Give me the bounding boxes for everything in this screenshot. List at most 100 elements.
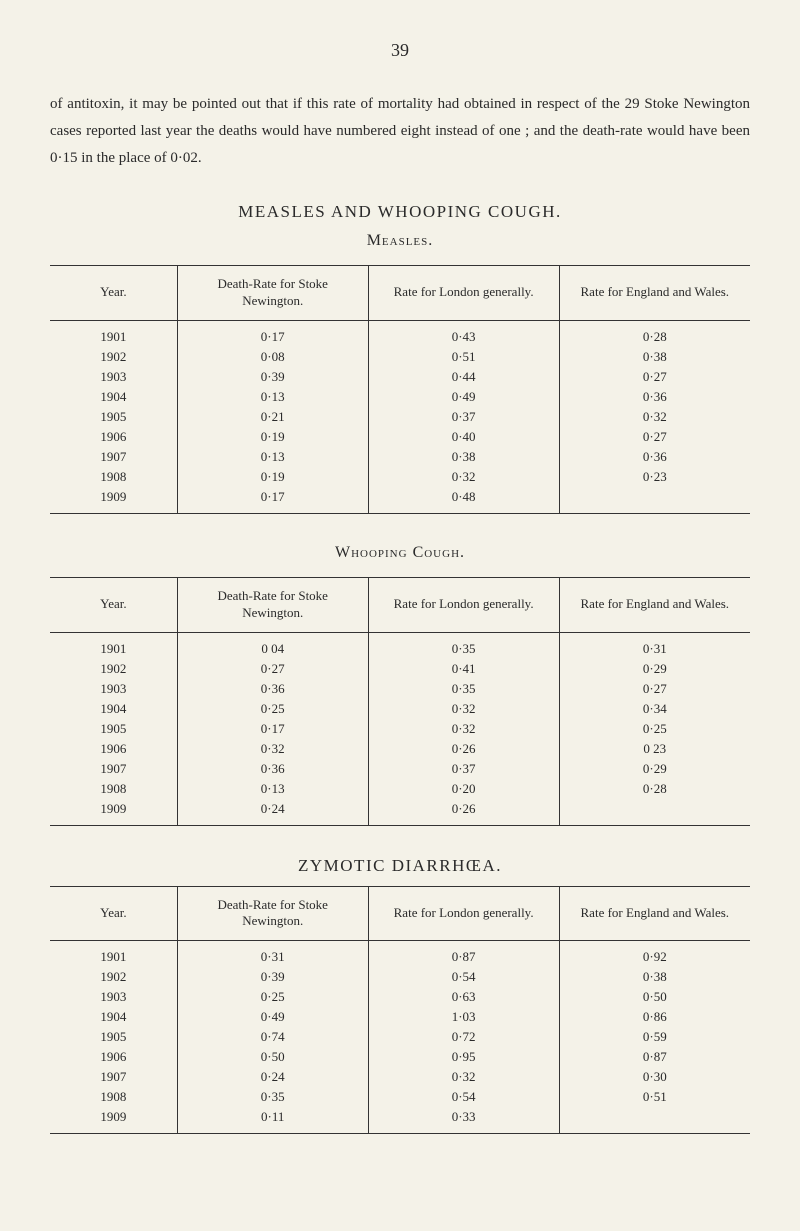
table-row: 1906 0·32 0·26 0 23 [50,739,750,759]
cell-england: 0·29 [559,759,750,779]
table-whooping: Year. Death-Rate for Stoke Newington. Ra… [50,577,750,826]
cell-year: 1901 [50,941,177,968]
cell-stoke: 0·36 [177,679,368,699]
cell-london: 0·26 [368,799,559,826]
cell-london: 0·33 [368,1107,559,1134]
section-title-zymotic: ZYMOTIC DIARRHŒA. [50,856,750,876]
cell-england: 0·27 [559,427,750,447]
cell-london: 0·32 [368,699,559,719]
cell-stoke: 0·31 [177,941,368,968]
intro-paragraph: of antitoxin, it may be pointed out that… [50,91,750,172]
table-row: 1908 0·19 0·32 0·23 [50,467,750,487]
table-row: 1904 0·49 1·03 0·86 [50,1007,750,1027]
cell-england: 0·29 [559,659,750,679]
table-row: 1908 0·13 0·20 0·28 [50,779,750,799]
cell-stoke: 0·13 [177,447,368,467]
cell-year: 1909 [50,1107,177,1134]
cell-year: 1903 [50,679,177,699]
subtitle-whooping: Whooping Cough. [50,544,750,562]
cell-london: 0·32 [368,1067,559,1087]
th-year: Year. [50,266,177,321]
table-row: 1906 0·50 0·95 0·87 [50,1047,750,1067]
cell-england: 0·27 [559,679,750,699]
th-england: Rate for England and Wales. [559,266,750,321]
cell-england: 0·50 [559,987,750,1007]
cell-year: 1902 [50,967,177,987]
cell-stoke: 0·35 [177,1087,368,1107]
table-row: 1908 0·35 0·54 0·51 [50,1087,750,1107]
cell-year: 1902 [50,659,177,679]
cell-london: 0·49 [368,387,559,407]
cell-stoke: 0·24 [177,1067,368,1087]
cell-london: 0·26 [368,739,559,759]
table-row: 1907 0·13 0·38 0·36 [50,447,750,467]
cell-england: 0·86 [559,1007,750,1027]
cell-london: 0·35 [368,679,559,699]
cell-year: 1908 [50,467,177,487]
th-england: Rate for England and Wales. [559,577,750,632]
cell-year: 1905 [50,407,177,427]
table-row: 1905 0·74 0·72 0·59 [50,1027,750,1047]
cell-london: 0·63 [368,987,559,1007]
cell-london: 0·37 [368,407,559,427]
cell-england: 0·28 [559,320,750,347]
cell-england [559,1107,750,1134]
cell-london: 0·40 [368,427,559,447]
cell-england: 0·23 [559,467,750,487]
cell-england: 0·51 [559,1087,750,1107]
cell-stoke: 0·39 [177,967,368,987]
cell-year: 1902 [50,347,177,367]
cell-england: 0·28 [559,779,750,799]
cell-england: 0·32 [559,407,750,427]
cell-stoke: 0·27 [177,659,368,679]
table-row: 1901 0·17 0·43 0·28 [50,320,750,347]
table-row: 1907 0·36 0·37 0·29 [50,759,750,779]
cell-england: 0·38 [559,347,750,367]
cell-year: 1907 [50,1067,177,1087]
table-row: 1904 0·25 0·32 0·34 [50,699,750,719]
subtitle-measles: Measles. [50,232,750,250]
cell-england: 0·36 [559,447,750,467]
cell-england [559,799,750,826]
cell-london: 0·32 [368,467,559,487]
cell-stoke: 0·24 [177,799,368,826]
cell-year: 1906 [50,427,177,447]
table-diarrhoea: Year. Death-Rate for Stoke Newington. Ra… [50,886,750,1135]
cell-england: 0·31 [559,632,750,659]
cell-stoke: 0·08 [177,347,368,367]
table-row: 1901 0 04 0·35 0·31 [50,632,750,659]
cell-england: 0·34 [559,699,750,719]
cell-england: 0·25 [559,719,750,739]
cell-year: 1907 [50,447,177,467]
cell-year: 1904 [50,387,177,407]
table-row: 1903 0·25 0·63 0·50 [50,987,750,1007]
th-stoke: Death-Rate for Stoke Newington. [177,577,368,632]
cell-year: 1907 [50,759,177,779]
cell-stoke: 0·19 [177,467,368,487]
cell-stoke: 0·13 [177,779,368,799]
cell-london: 0·32 [368,719,559,739]
cell-stoke: 0·25 [177,699,368,719]
th-london: Rate for London generally. [368,577,559,632]
cell-london: 0·95 [368,1047,559,1067]
cell-london: 0·35 [368,632,559,659]
table-row: 1902 0·08 0·51 0·38 [50,347,750,367]
th-london: Rate for London generally. [368,266,559,321]
cell-stoke: 0·21 [177,407,368,427]
cell-london: 0·72 [368,1027,559,1047]
table-row: 1901 0·31 0·87 0·92 [50,941,750,968]
table-row: 1905 0·17 0·32 0·25 [50,719,750,739]
table-row: 1906 0·19 0·40 0·27 [50,427,750,447]
cell-london: 0·51 [368,347,559,367]
cell-england: 0 23 [559,739,750,759]
cell-year: 1905 [50,719,177,739]
cell-london: 0·44 [368,367,559,387]
cell-stoke: 0·13 [177,387,368,407]
cell-year: 1909 [50,487,177,514]
th-england: Rate for England and Wales. [559,886,750,941]
table-row: 1909 0·24 0·26 [50,799,750,826]
tbody-whooping: 1901 0 04 0·35 0·31 1902 0·27 0·41 0·29 … [50,632,750,825]
th-year: Year. [50,577,177,632]
cell-london: 0·87 [368,941,559,968]
cell-england: 0·36 [559,387,750,407]
